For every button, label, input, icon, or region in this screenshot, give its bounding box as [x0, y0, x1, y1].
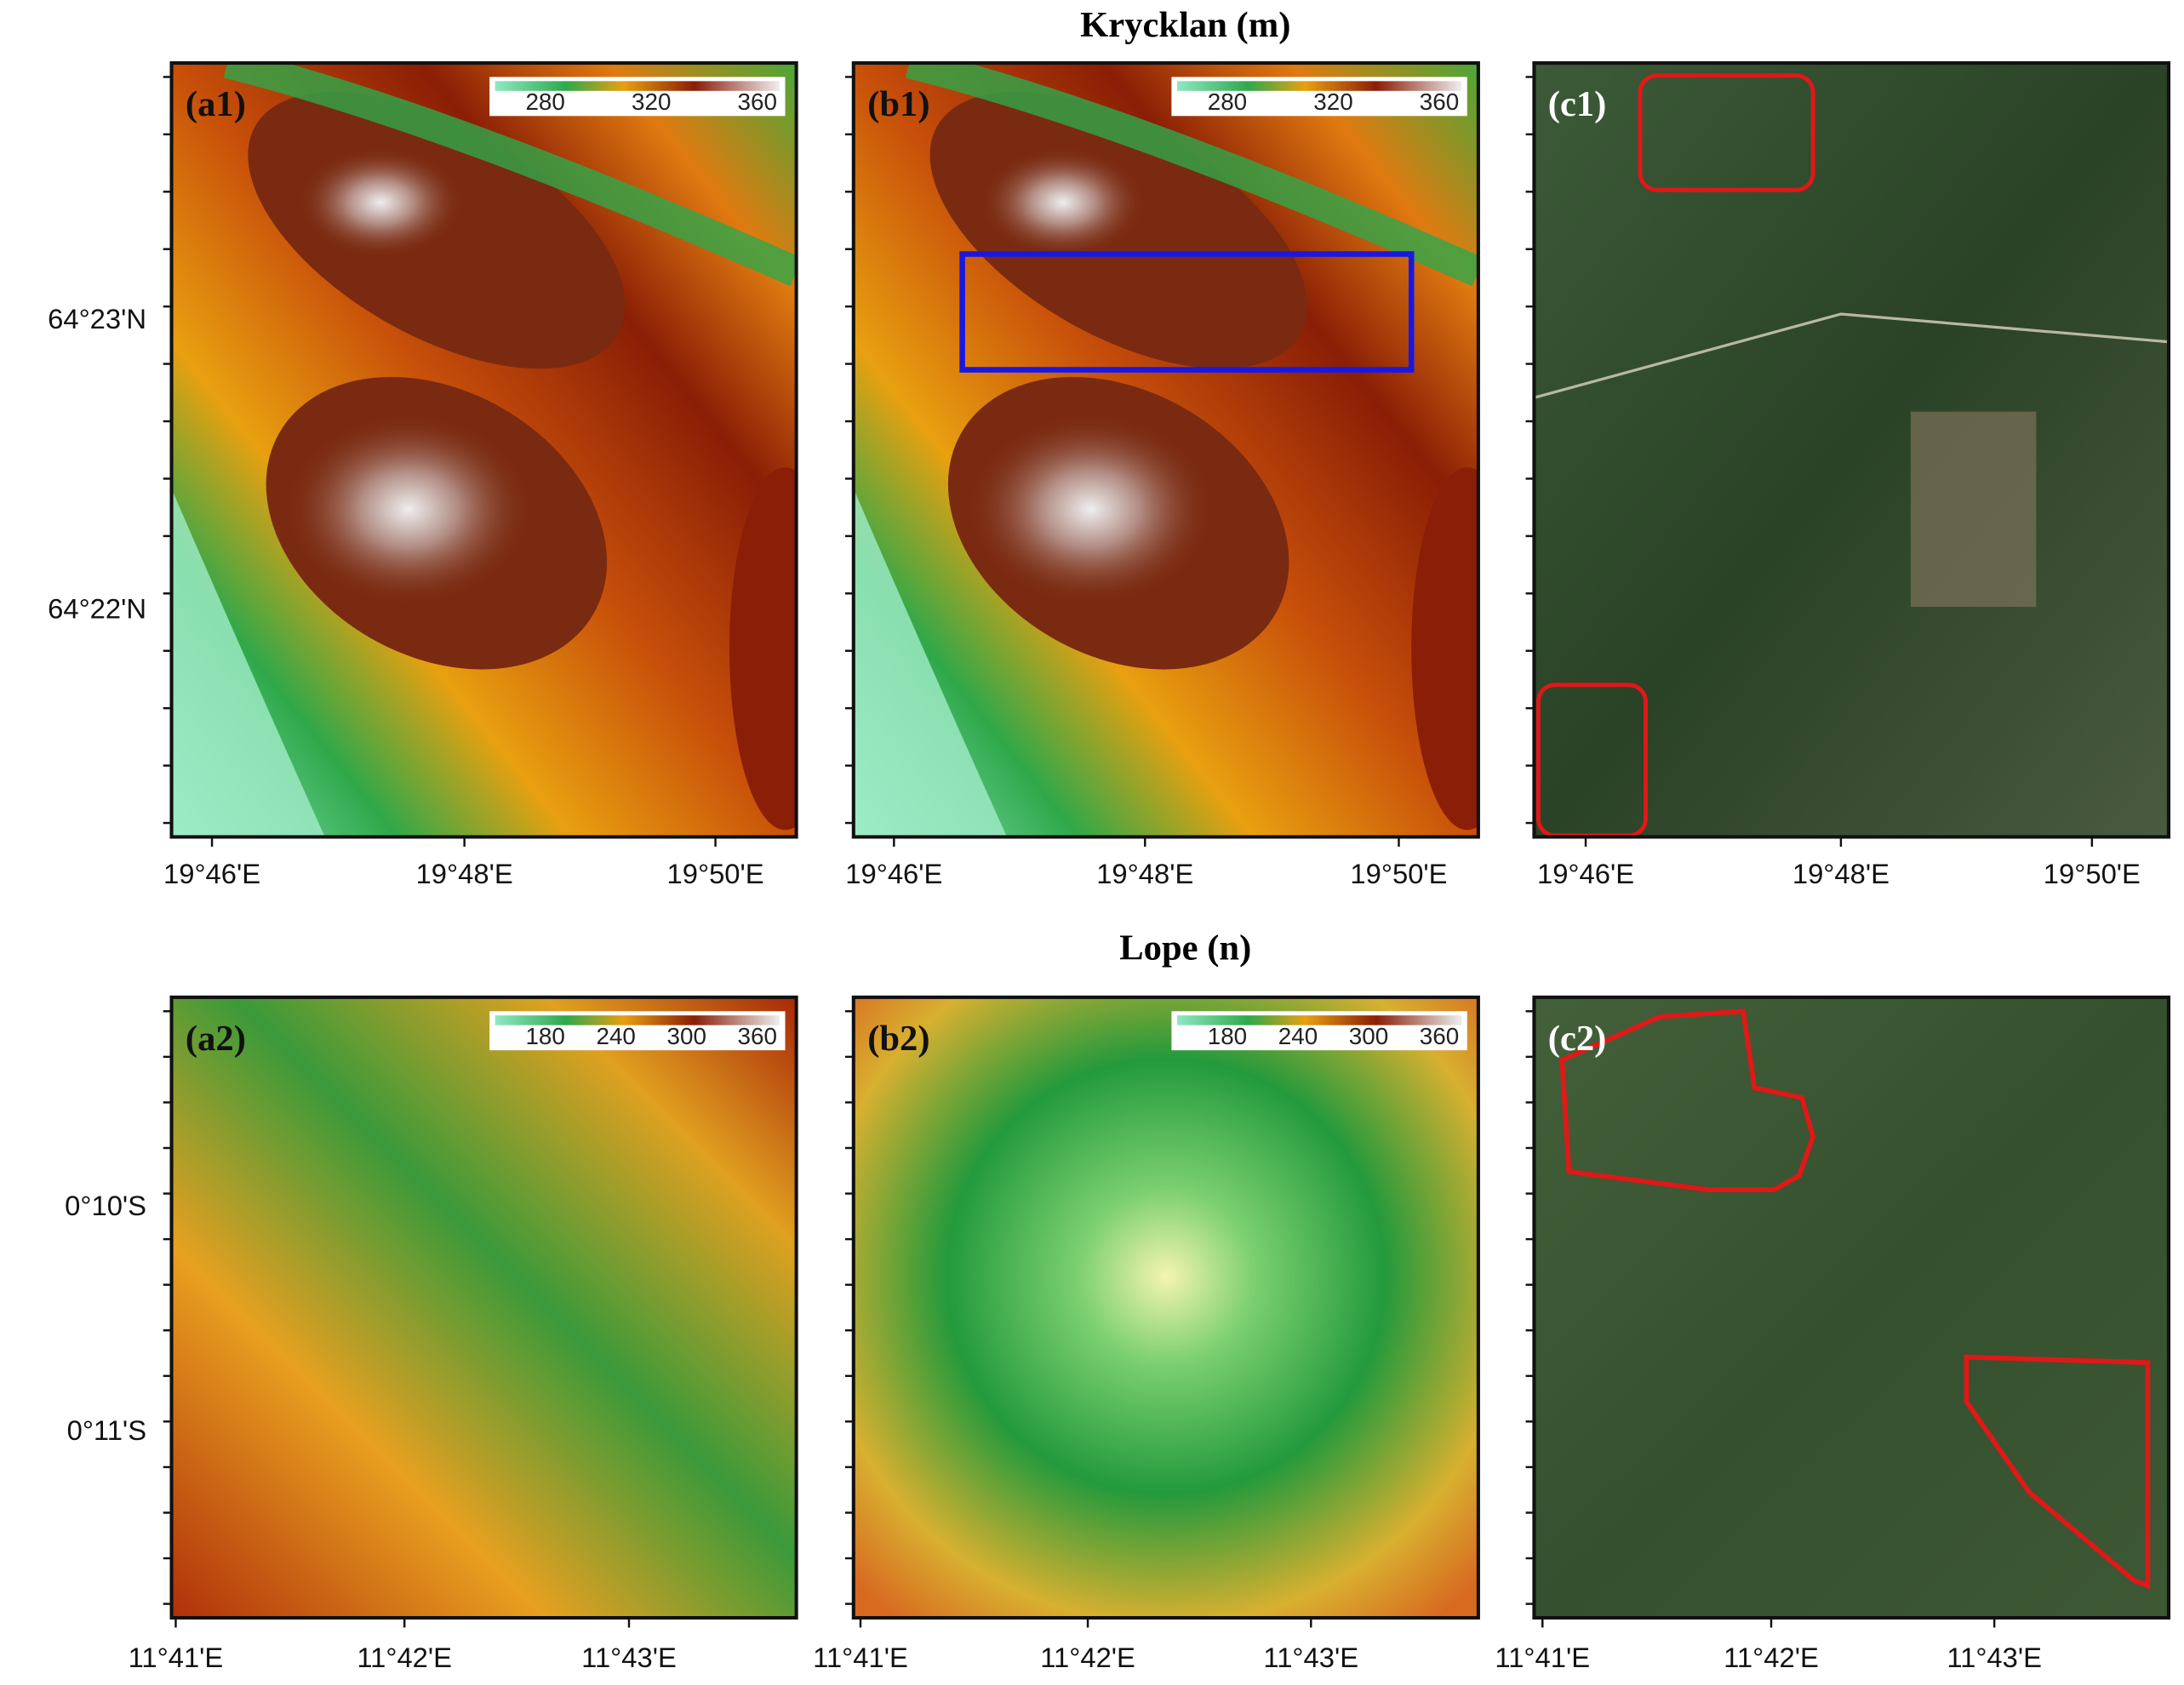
x-tick-label: 19°48'E: [1096, 858, 1193, 889]
x-tick-label: 11°41'E: [1495, 1642, 1590, 1673]
valley: [171, 488, 325, 837]
outline: [1638, 73, 1815, 192]
green-band: [905, 63, 1478, 287]
colorbar-label: 300: [666, 1023, 706, 1049]
panel-label: (c1): [1548, 84, 1607, 124]
panel-label: (c2): [1548, 1019, 1607, 1059]
x-tick-label: 19°46'E: [163, 858, 260, 889]
panel-label: (b2): [867, 1019, 929, 1059]
panel-frame: [169, 995, 798, 1620]
colorbar-label: 360: [738, 89, 777, 115]
green-band: [223, 63, 797, 287]
ridge: [729, 467, 797, 831]
peak: [979, 146, 1146, 259]
x-tick-label: 19°48'E: [1792, 858, 1890, 889]
x-tick-label: 11°43'E: [1947, 1642, 2042, 1673]
colorbar: [495, 1015, 780, 1025]
y-tick-label: 0°11'S: [67, 1414, 146, 1446]
panel-frame: [1532, 60, 2171, 839]
map-fill: [171, 997, 797, 1619]
x-tick-label: 11°42'E: [357, 1642, 452, 1673]
outline: [1559, 1008, 1816, 1192]
x-tick-label: 19°50'E: [667, 858, 764, 889]
panel-frame: [851, 60, 1480, 839]
peak: [283, 411, 535, 608]
map-panel: [853, 997, 1478, 1619]
peak: [297, 146, 465, 259]
x-tick-label: 11°43'E: [1263, 1642, 1358, 1673]
colorbar-label: 320: [1313, 89, 1352, 115]
map-panel: [171, 997, 797, 1619]
ridge: [1411, 467, 1478, 831]
colorbar-label: 300: [1349, 1023, 1388, 1049]
colorbar-label: 180: [525, 1023, 564, 1049]
panel-frame: [851, 995, 1480, 1620]
x-tick-label: 11°41'E: [129, 1642, 224, 1673]
field: [1910, 411, 2037, 608]
map-panel: [171, 63, 797, 837]
y-tick-label: 64°23'N: [48, 303, 146, 334]
colorbar: [1176, 1015, 1462, 1025]
x-tick-label: 19°46'E: [845, 858, 942, 889]
colorbar-label: 180: [1208, 1023, 1247, 1049]
x-tick-label: 11°43'E: [581, 1642, 677, 1673]
map-panel: [1534, 997, 2169, 1619]
map-fill: [853, 997, 1478, 1619]
colorbar-label: 360: [1420, 1023, 1459, 1049]
y-tick-label: 64°22'N: [48, 593, 146, 625]
valley: [853, 488, 1008, 837]
map-panel: [1534, 63, 2169, 837]
colorbar-label: 280: [525, 89, 564, 115]
outline: [1964, 1354, 2151, 1590]
colorbar-label: 360: [1420, 89, 1459, 115]
y-tick-label: 0°10'S: [65, 1190, 146, 1221]
colorbar-label: 320: [632, 89, 671, 115]
highlight-box: [959, 251, 1415, 373]
map-panel: [853, 63, 1478, 837]
panel-label: (a2): [186, 1019, 246, 1059]
row-title: Lope (n): [1119, 928, 1251, 968]
map-fill: [1534, 997, 2169, 1619]
colorbar-label: 240: [596, 1023, 635, 1049]
colorbar: [1176, 81, 1462, 91]
colorbar-label: 240: [1278, 1023, 1318, 1049]
road: [1534, 312, 2169, 399]
x-tick-label: 11°42'E: [1040, 1642, 1135, 1673]
panel-label: (b1): [867, 84, 929, 124]
x-tick-label: 11°42'E: [1724, 1642, 1819, 1673]
panel-frame: [1532, 995, 2171, 1620]
colorbar-label: 280: [1208, 89, 1247, 115]
x-tick-label: 19°46'E: [1537, 858, 1634, 889]
panel-label: (a1): [186, 84, 246, 124]
map-fill: [1534, 63, 2169, 837]
x-tick-label: 19°48'E: [416, 858, 513, 889]
peak: [964, 411, 1216, 608]
x-tick-label: 19°50'E: [1350, 858, 1447, 889]
colorbar-label: 360: [738, 1023, 777, 1049]
panel-frame: [169, 60, 798, 839]
colorbar: [495, 81, 780, 91]
x-tick-label: 19°50'E: [2044, 858, 2141, 889]
x-tick-label: 11°41'E: [813, 1642, 908, 1673]
row-title: Krycklan (m): [1080, 5, 1290, 45]
